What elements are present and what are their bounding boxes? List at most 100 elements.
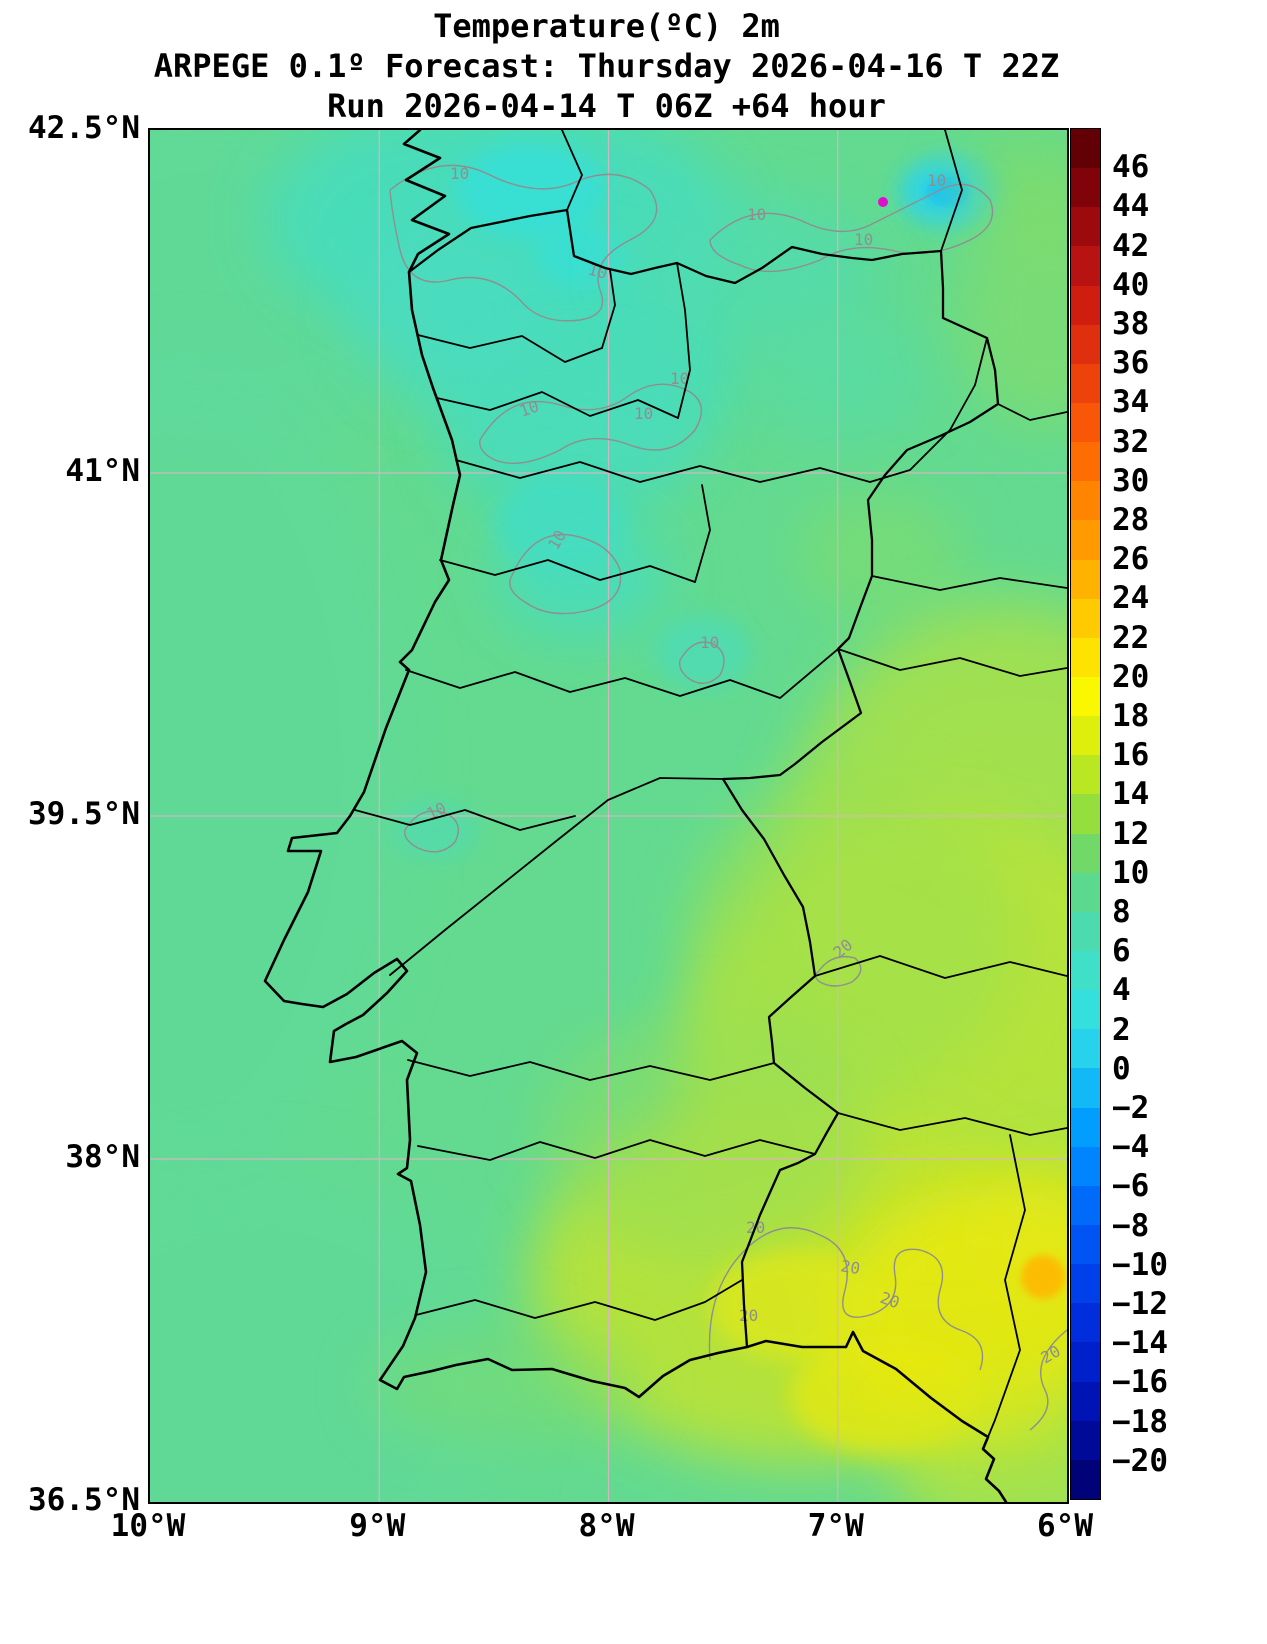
colorbar-segment bbox=[1071, 1459, 1100, 1499]
colorbar-tick-label: 4 bbox=[1112, 972, 1131, 1009]
lon-tick-label: 7°W bbox=[807, 1508, 864, 1544]
map-plot-area: 10 10 10 10 10 10 10 10 10 10 10 20 20 20 20 20 20 bbox=[148, 128, 1069, 1504]
district-boundary bbox=[676, 262, 691, 419]
colorbar-tick-label: −12 bbox=[1112, 1286, 1168, 1322]
colorbar-tick-label: 40 bbox=[1112, 266, 1150, 303]
district-boundary bbox=[439, 559, 696, 583]
temperature-field-blobs bbox=[150, 130, 1067, 1502]
temperature-contour-lines bbox=[389, 164, 1067, 1431]
colorbar-tick-label: 6 bbox=[1112, 933, 1131, 970]
colorbar-tick-label: 28 bbox=[1112, 502, 1150, 538]
magenta-minimum-marker bbox=[878, 197, 888, 207]
district-boundary bbox=[417, 1139, 816, 1161]
colorbar-segment bbox=[1071, 1303, 1100, 1343]
province-boundary bbox=[940, 130, 963, 252]
colorbar-segment bbox=[1071, 1342, 1100, 1382]
colorbar-tick-label: 26 bbox=[1112, 541, 1150, 578]
colorbar-segment bbox=[1071, 1107, 1100, 1147]
colorbar-segment bbox=[1071, 207, 1100, 247]
colorbar-segment bbox=[1071, 1068, 1100, 1108]
colorbar-tick-label: 2 bbox=[1112, 1011, 1131, 1048]
lat-tick-label: 39.5°N bbox=[28, 796, 140, 832]
district-boundary bbox=[389, 777, 724, 976]
province-boundary bbox=[814, 955, 1067, 979]
colorbar-tick-label: 14 bbox=[1112, 776, 1150, 813]
graticule-gridlines bbox=[150, 130, 1067, 1502]
lon-tick-label: 9°W bbox=[349, 1508, 406, 1544]
colorbar-tick-label: 42 bbox=[1112, 227, 1150, 264]
contour-label: 10 bbox=[670, 369, 689, 388]
province-boundary bbox=[561, 130, 583, 211]
province-boundary bbox=[837, 1112, 1067, 1136]
colorbar-tick-label: 10 bbox=[1112, 854, 1150, 891]
contour-label: 20 bbox=[739, 1306, 758, 1325]
colorbar-segment bbox=[1071, 794, 1100, 834]
contour-label: 10 bbox=[700, 633, 719, 652]
lat-tick-label: 41°N bbox=[65, 453, 140, 489]
colorbar bbox=[1070, 128, 1101, 1500]
colorbar-segment bbox=[1071, 990, 1100, 1030]
province-boundary bbox=[871, 575, 1067, 591]
district-boundary bbox=[601, 269, 616, 349]
colorbar-segment bbox=[1071, 1264, 1100, 1304]
colorbar-tick-label: −18 bbox=[1112, 1403, 1168, 1440]
district-boundary bbox=[436, 391, 679, 419]
lat-tick-label: 36.5°N bbox=[28, 1482, 140, 1518]
contour-label: 10 bbox=[586, 260, 610, 283]
colorbar-tick-label: −8 bbox=[1112, 1207, 1150, 1244]
colorbar-segment bbox=[1071, 833, 1100, 873]
colorbar-segment bbox=[1071, 676, 1100, 717]
colorbar-segment bbox=[1071, 442, 1100, 482]
colorbar-tick-label: 0 bbox=[1112, 1050, 1131, 1087]
colorbar-tick-label: 46 bbox=[1112, 149, 1150, 186]
colorbar-tick-label: −2 bbox=[1112, 1090, 1150, 1126]
colorbar-segment bbox=[1071, 129, 1100, 169]
colorbar-tick-label: 18 bbox=[1112, 698, 1150, 734]
district-boundary bbox=[407, 1059, 775, 1081]
colorbar-tick-label: 36 bbox=[1112, 345, 1150, 382]
district-boundary bbox=[354, 809, 576, 831]
colorbar-segment bbox=[1071, 637, 1100, 677]
district-boundary bbox=[405, 648, 839, 699]
colorbar-segment bbox=[1071, 755, 1100, 795]
colorbar-tick-label: 32 bbox=[1112, 423, 1150, 460]
colorbar-tick-label: −10 bbox=[1112, 1246, 1168, 1283]
colorbar-segment bbox=[1071, 1381, 1100, 1421]
district-boundary bbox=[455, 337, 988, 483]
colorbar-segment bbox=[1071, 598, 1100, 638]
chart-title: Temperature(ºC) 2m bbox=[433, 7, 780, 45]
colorbar-segment bbox=[1071, 363, 1100, 403]
colorbar-tick-label: −14 bbox=[1112, 1325, 1168, 1362]
colorbar-segment bbox=[1071, 716, 1100, 756]
colorbar-segment bbox=[1071, 950, 1100, 991]
colorbar-tick-label: −4 bbox=[1112, 1129, 1150, 1166]
colorbar-segment bbox=[1071, 872, 1100, 912]
colorbar-segment bbox=[1071, 1029, 1100, 1069]
lon-tick-label: 8°W bbox=[578, 1508, 635, 1544]
colorbar-tick-label: −16 bbox=[1112, 1364, 1168, 1401]
chart-title-block: Temperature(ºC) 2m ARPEGE 0.1º Forecast:… bbox=[108, 6, 1105, 126]
colorbar-segment bbox=[1071, 285, 1100, 325]
contour-label: 10 bbox=[634, 404, 653, 423]
colorbar-segment bbox=[1071, 402, 1100, 443]
contour-label: 10 bbox=[450, 164, 469, 183]
colorbar-tick-label: 38 bbox=[1112, 306, 1150, 342]
colorbar-tick-label: 16 bbox=[1112, 737, 1150, 774]
coastline-and-borders bbox=[263, 130, 1067, 1502]
colorbar-segment bbox=[1071, 1420, 1100, 1460]
district-boundary bbox=[694, 484, 711, 583]
colorbar-segment bbox=[1071, 246, 1100, 286]
lon-tick-label: 10°W bbox=[110, 1508, 186, 1544]
lat-tick-label: 38°N bbox=[65, 1139, 140, 1175]
lat-tick-label: 42.5°N bbox=[28, 110, 140, 146]
colorbar-segment bbox=[1071, 520, 1100, 560]
contour-label: 10 bbox=[747, 205, 766, 224]
colorbar-segment bbox=[1071, 1146, 1100, 1186]
colorbar-segment bbox=[1071, 481, 1100, 521]
colorbar-segment bbox=[1071, 559, 1100, 599]
colorbar-tick-label: 30 bbox=[1112, 462, 1150, 499]
district-boundary bbox=[417, 334, 603, 363]
province-boundary bbox=[837, 648, 1067, 677]
